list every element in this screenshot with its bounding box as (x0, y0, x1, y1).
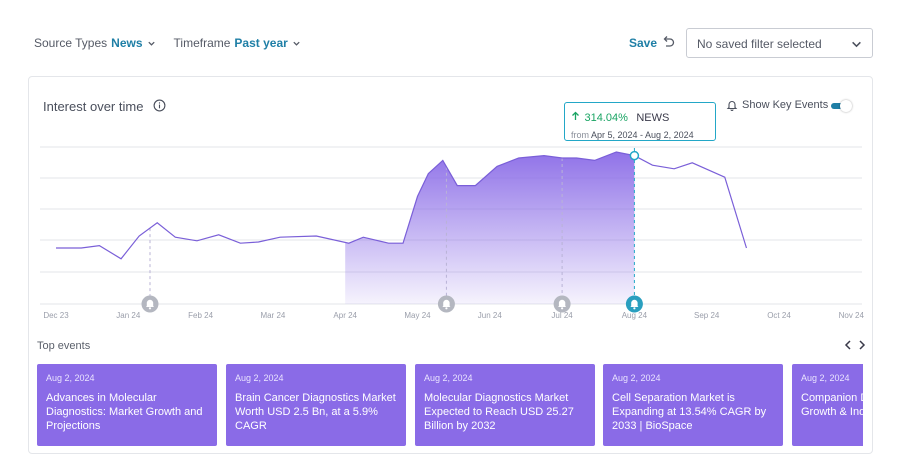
x-tick-label: Jul 24 (551, 311, 573, 320)
bell-glyph (145, 299, 154, 307)
event-title: Advances in Molecular Diagnostics: Marke… (46, 392, 203, 432)
bell-clapper (561, 307, 564, 310)
event-title: Molecular Diagnostics Market Expected to… (424, 392, 574, 432)
events-carousel: Aug 2, 2024 Advances in Molecular Diagno… (37, 364, 863, 446)
tooltip-range: Apr 5, 2024 - Aug 2, 2024 (591, 130, 694, 140)
x-tick-label: Oct 24 (767, 311, 791, 320)
tooltip-change: 314.04% (584, 112, 628, 124)
x-tick-label: Feb 24 (188, 311, 213, 320)
bell-glyph (442, 299, 451, 307)
tooltip-source: NEWS (636, 112, 670, 124)
x-tick-label: Apr 24 (333, 311, 357, 320)
bell-marker-icon[interactable] (437, 295, 455, 313)
chart-event-markers (141, 295, 643, 313)
x-tick-label: Dec 23 (43, 311, 69, 320)
filters-bar: Source Types News Timeframe Past year (34, 36, 301, 50)
tooltip-from-label: from (571, 130, 589, 140)
bell-clapper (148, 307, 152, 310)
event-card[interactable]: Aug 2, 2024 Companion Diagnostics Market… (792, 364, 863, 446)
saved-filter-select[interactable]: No saved filter selected (686, 28, 873, 58)
top-events-label: Top events (37, 340, 91, 352)
bell-marker-icon[interactable] (625, 295, 643, 313)
x-tick-label: May 24 (404, 311, 431, 320)
source-types-label: Source Types (34, 36, 108, 50)
chevron-down-icon (852, 41, 861, 48)
x-tick-label: Nov 24 (839, 311, 865, 320)
chart-area-layer (345, 152, 635, 304)
event-card[interactable]: Aug 2, 2024 Brain Cancer Diagnostics Mar… (226, 364, 406, 446)
timeframe-label: Timeframe (173, 36, 231, 50)
source-types-value: News (111, 36, 143, 50)
x-tick-label: Aug 24 (622, 311, 648, 320)
x-tick-label: Jun 24 (478, 311, 503, 320)
toggle-knob (840, 100, 852, 112)
series-line (56, 151, 748, 260)
highlight-area (345, 152, 635, 304)
chevron-right-icon[interactable] (857, 339, 867, 351)
x-tick-label: Jan 24 (116, 311, 141, 320)
source-types-dropdown[interactable]: Source Types News (34, 36, 156, 50)
timeframe-value: Past year (234, 36, 288, 50)
bell-clapper (633, 307, 636, 310)
show-key-events: Show Key Events (726, 99, 828, 111)
show-key-events-label: Show Key Events (742, 99, 829, 111)
event-date: Aug 2, 2024 (424, 373, 473, 383)
event-date: Aug 2, 2024 (612, 373, 661, 383)
x-tick-label: Mar 24 (260, 311, 285, 320)
bell-glyph (630, 299, 639, 307)
event-title: Cell Separation Market is Expanding at 1… (612, 392, 767, 432)
bell-icon (726, 101, 738, 111)
event-date: Aug 2, 2024 (235, 373, 284, 383)
event-title: Brain Cancer Diagnostics Market Worth US… (235, 392, 396, 432)
active-point (629, 150, 640, 161)
saved-filter-value: No saved filter selected (697, 37, 822, 51)
event-title: Companion Diagnostics Market Growth & In… (801, 392, 863, 418)
events-nav (843, 339, 867, 351)
toggle-track (831, 103, 845, 109)
undo-icon[interactable] (661, 35, 675, 49)
event-date: Aug 2, 2024 (801, 373, 850, 383)
event-card[interactable]: Aug 2, 2024 Advances in Molecular Diagno… (37, 364, 217, 446)
event-card[interactable]: Aug 2, 2024 Cell Separation Market is Ex… (603, 364, 783, 446)
card-title: Interest over time (43, 99, 144, 114)
chart-x-ticks: Dec 23 Jan 24 Feb 24 Mar 24 Apr 24 May 24 Jun … (43, 311, 864, 320)
interest-card (28, 76, 873, 454)
chart-line-layer (56, 150, 748, 260)
arrow-up-icon (572, 111, 579, 120)
chevron-left-icon[interactable] (843, 339, 853, 351)
bell-marker-icon[interactable] (553, 295, 571, 313)
event-card[interactable]: Aug 2, 2024 Molecular Diagnostics Market… (415, 364, 595, 446)
bell-marker-icon[interactable] (141, 295, 159, 313)
event-date: Aug 2, 2024 (46, 373, 95, 383)
chart-event-lines (149, 148, 635, 304)
bell-clapper (445, 307, 448, 310)
key-events-toggle[interactable] (831, 100, 853, 112)
chevron-down-icon (147, 41, 155, 46)
chevron-down-icon (293, 41, 300, 46)
save-button[interactable]: Save (629, 36, 658, 50)
chart-tooltip: 314.04% NEWS from Apr 5, 2024 - Aug 2, 2… (564, 102, 716, 141)
bell-glyph (558, 299, 567, 307)
timeframe-dropdown[interactable]: Timeframe Past year (174, 36, 301, 50)
info-icon[interactable] (153, 99, 166, 112)
x-tick-label: Sep 24 (694, 311, 720, 320)
